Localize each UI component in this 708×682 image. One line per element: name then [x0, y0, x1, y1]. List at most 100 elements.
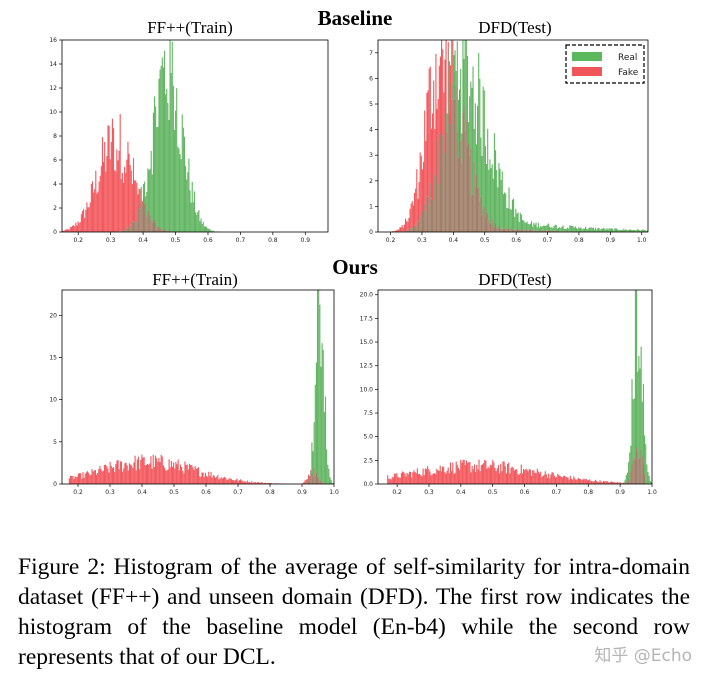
hist-bin — [239, 479, 242, 484]
hist-bin — [644, 435, 646, 475]
hist-bin — [612, 228, 614, 232]
hist-bin — [442, 49, 444, 136]
hist-bin — [75, 222, 77, 232]
hist-bin — [573, 476, 575, 484]
hist-bin-overlap — [139, 208, 141, 232]
hist-bin — [586, 228, 588, 232]
hist-bin — [387, 475, 389, 484]
hist-bin — [172, 85, 174, 232]
hist-bin — [154, 455, 157, 484]
y-tick-label: 20 — [49, 312, 57, 319]
hist-bin — [195, 468, 197, 484]
histogram-ours-dfd: 0.2 0.3 0.4 0.5 0.6 0.7 0.8 0.9 1.0 0.0 2.5 5.0 7.5 1… — [360, 289, 657, 496]
hist-bin-overlap — [505, 229, 507, 232]
hist-bin — [585, 226, 587, 232]
hist-bin — [600, 481, 602, 484]
hist-bin — [85, 210, 87, 232]
hist-bin — [230, 479, 232, 484]
hist-bin-overlap — [436, 139, 438, 232]
hist-bin-overlap — [169, 231, 171, 232]
hist-bin-overlap — [130, 224, 132, 232]
hist-bin — [126, 159, 128, 228]
hist-bin — [480, 465, 482, 484]
hist-bin — [190, 465, 192, 484]
hist-bin — [649, 480, 651, 484]
hist-bin — [541, 477, 543, 484]
hist-bin — [512, 467, 514, 484]
hist-bin-overlap — [451, 99, 453, 232]
hist-bin-overlap — [450, 123, 452, 232]
hist-bin — [499, 168, 501, 229]
hist-bin — [390, 479, 392, 484]
hist-bin — [159, 69, 161, 229]
x-tick-label: 0.9 — [606, 237, 616, 244]
hist-bin — [430, 475, 432, 484]
hist-bin — [115, 464, 117, 484]
hist-bin — [212, 475, 214, 484]
hist-bin — [246, 480, 248, 484]
hist-bin — [490, 168, 492, 224]
hist-bin-overlap — [498, 225, 500, 232]
hist-bin — [137, 194, 139, 209]
hist-bin — [122, 471, 124, 484]
hist-bin — [445, 473, 447, 484]
hist-bin — [143, 457, 145, 484]
hist-bin-overlap — [641, 455, 643, 484]
hist-bin-overlap — [315, 472, 317, 484]
hist-bin — [639, 230, 641, 232]
hist-bin — [493, 462, 495, 484]
hist-bin — [218, 479, 220, 484]
hist-bin — [262, 483, 264, 484]
hist-bin — [110, 465, 112, 484]
hist-bin — [71, 225, 74, 232]
hist-bin — [188, 158, 190, 232]
hist-bin — [101, 471, 103, 484]
hist-bin — [537, 222, 539, 231]
hist-bin-overlap — [464, 130, 466, 232]
hist-bin — [592, 481, 594, 484]
hist-bin — [256, 482, 259, 484]
hist-bin — [430, 128, 432, 199]
hist-bin — [84, 473, 86, 484]
hist-bin — [568, 228, 570, 232]
hist-bin — [456, 464, 458, 484]
hist-bin — [538, 227, 540, 231]
hist-bin — [443, 92, 445, 114]
hist-bin — [317, 290, 319, 477]
hist-bin — [465, 460, 468, 484]
hist-bin — [67, 229, 69, 232]
hist-bin — [122, 182, 125, 231]
hist-bin-overlap — [496, 227, 498, 232]
hist-bin — [202, 222, 204, 232]
hist-bin — [495, 471, 497, 484]
x-tick-label: 0.5 — [169, 489, 179, 496]
hist-bin — [598, 482, 600, 484]
hist-bin — [73, 225, 75, 232]
hist-bin — [74, 226, 76, 232]
hist-bin-overlap — [406, 231, 408, 232]
hist-bin-overlap — [424, 203, 426, 232]
hist-bin — [443, 467, 445, 484]
hist-bin — [411, 477, 413, 484]
hist-bin — [515, 469, 517, 484]
hist-bin — [586, 480, 589, 484]
hist-bin — [623, 481, 625, 483]
hist-bin-overlap — [446, 132, 448, 232]
hist-bin-overlap — [534, 230, 536, 232]
hist-bin — [605, 481, 607, 484]
hist-bin-overlap — [306, 481, 308, 484]
hist-bin — [585, 478, 587, 484]
hist-bin — [532, 226, 534, 231]
hist-bin — [434, 128, 436, 174]
hist-bin-overlap — [516, 229, 518, 232]
hist-bin — [169, 40, 171, 232]
hist-bin — [545, 474, 547, 484]
hist-bin — [81, 210, 84, 232]
hist-bin — [609, 228, 611, 232]
y-tick-label: 7 — [369, 50, 373, 57]
hist-bin — [590, 227, 592, 232]
hist-bin — [527, 223, 529, 231]
hist-bin-overlap — [533, 230, 535, 232]
hist-bin — [426, 92, 428, 197]
hist-bin-overlap — [524, 229, 526, 232]
